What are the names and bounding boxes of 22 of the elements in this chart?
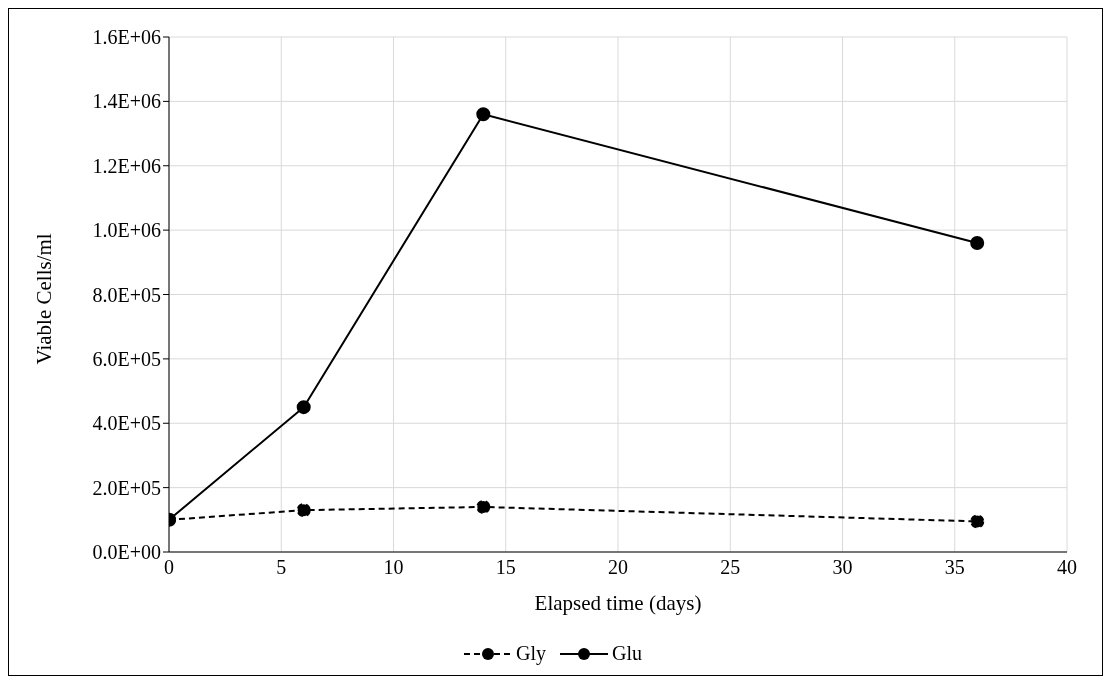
x-tick-label: 25	[720, 556, 741, 579]
x-tick-label: 30	[832, 556, 853, 579]
y-tick-label: 1.6E+06	[92, 26, 161, 49]
y-tick-label: 2.0E+05	[92, 476, 161, 499]
y-tick-label: 1.4E+06	[92, 90, 161, 113]
y-tick-label: 6.0E+05	[92, 347, 161, 370]
y-tick-label: 1.0E+06	[92, 219, 161, 242]
x-tick-label: 0	[164, 556, 174, 579]
x-tick-label: 20	[608, 556, 628, 579]
y-tick-label: 8.0E+05	[92, 283, 161, 306]
y-tick-label: 4.0E+05	[92, 412, 161, 435]
x-tick-label: 5	[276, 556, 287, 579]
legend-label: Glu	[612, 642, 642, 665]
y-tick-label: 0.0E+00	[92, 541, 161, 564]
x-axis-title: Elapsed time (days)	[534, 591, 702, 615]
y-tick-label: 1.2E+06	[92, 154, 161, 177]
x-tick-label: 40	[1057, 556, 1077, 579]
x-tick-label: 10	[383, 556, 404, 579]
x-tick-label: 35	[944, 556, 965, 579]
y-axis-title: Viable Cells/ml	[32, 233, 57, 365]
legend-label: Gly	[516, 642, 546, 665]
x-tick-label: 15	[495, 556, 516, 579]
